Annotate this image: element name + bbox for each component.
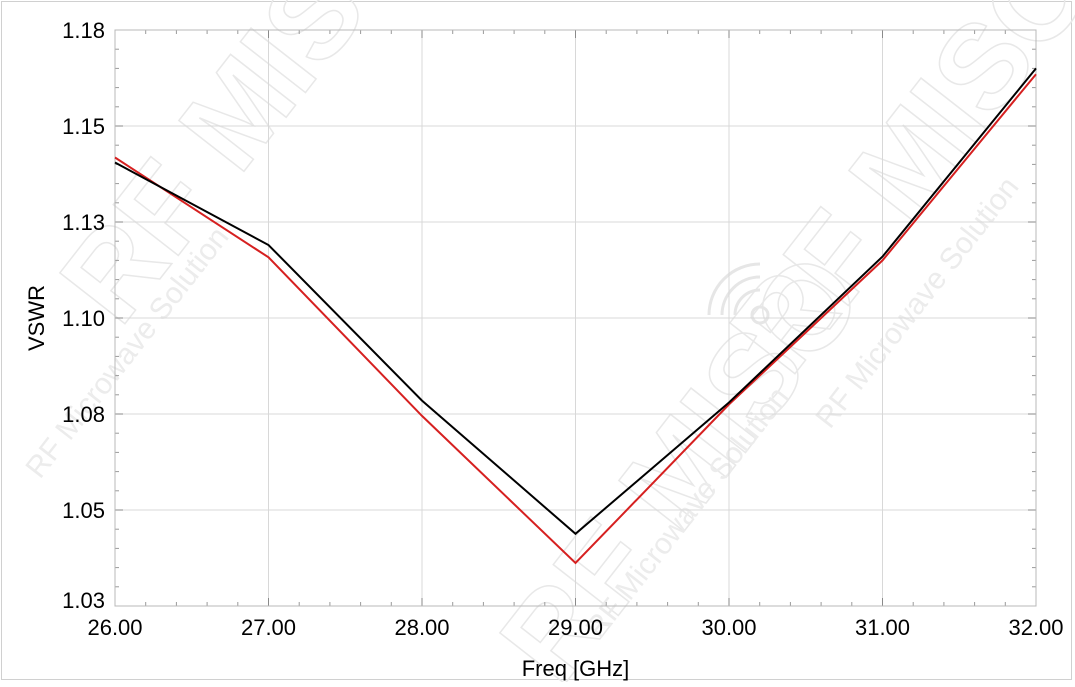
y-axis-label: VSWR bbox=[24, 285, 49, 351]
x-tick-label: 28.00 bbox=[394, 615, 449, 640]
y-tick-label: 1.10 bbox=[62, 306, 105, 331]
series-line-red bbox=[114, 73, 1037, 565]
tick-labels-layer: 26.00 27.00 28.00 29.00 30.00 31.00 32.00 1.03 1… bbox=[62, 18, 1063, 640]
y-tick-label: 1.03 bbox=[62, 588, 105, 613]
series-line-black bbox=[114, 67, 1037, 536]
x-tick-label: 27.00 bbox=[241, 615, 296, 640]
x-tick-label: 26.00 bbox=[87, 615, 142, 640]
y-tick-label: 1.08 bbox=[62, 402, 105, 427]
y-tick-label: 1.18 bbox=[62, 18, 105, 43]
watermark-text: RF MISO bbox=[35, 0, 448, 346]
x-tick-label: 31.00 bbox=[855, 615, 910, 640]
grid-layer bbox=[115, 30, 1036, 606]
x-tick-label: 30.00 bbox=[701, 615, 756, 640]
watermark-layer: RF MISO RF MISO RF MISO RF Microwave Sol… bbox=[20, 0, 1075, 687]
x-tick-label: 32.00 bbox=[1008, 615, 1063, 640]
x-tick-label: 29.00 bbox=[548, 615, 603, 640]
y-tick-label: 1.15 bbox=[62, 114, 105, 139]
x-axis-label: Freq [GHz] bbox=[522, 656, 630, 681]
y-tick-label: 1.13 bbox=[62, 210, 105, 235]
y-tick-label: 1.05 bbox=[62, 498, 105, 523]
ticks-layer bbox=[114, 29, 1037, 607]
wifi-logo-icon bbox=[707, 262, 770, 325]
plot-area-border bbox=[114, 29, 1037, 607]
series-layer bbox=[114, 67, 1037, 565]
